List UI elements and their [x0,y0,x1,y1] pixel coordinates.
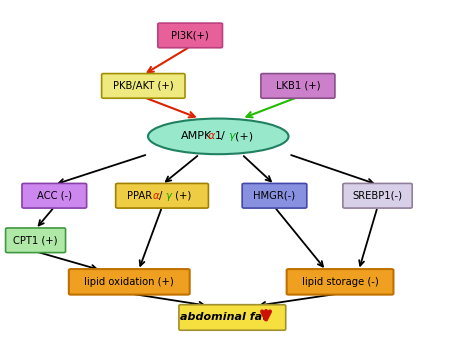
Text: (+): (+) [235,131,254,141]
FancyBboxPatch shape [261,74,335,98]
Text: PI3K(+): PI3K(+) [171,30,209,41]
Text: α: α [153,191,159,201]
Text: HMGR(-): HMGR(-) [254,191,295,201]
Ellipse shape [148,119,289,154]
FancyBboxPatch shape [287,269,393,294]
Text: PKB/AKT (+): PKB/AKT (+) [113,81,173,91]
FancyBboxPatch shape [101,74,185,98]
Text: abdominal fat: abdominal fat [180,312,268,322]
Text: /: / [159,191,162,201]
FancyBboxPatch shape [22,183,87,208]
Text: AMPK: AMPK [181,131,212,141]
FancyBboxPatch shape [179,305,286,330]
Text: lipid storage (-): lipid storage (-) [301,277,378,287]
Text: γ: γ [228,131,235,141]
Text: (+): (+) [172,191,191,201]
Text: SREBP1(-): SREBP1(-) [353,191,402,201]
Text: lipid oxidation (+): lipid oxidation (+) [84,277,174,287]
Text: LKB1 (+): LKB1 (+) [276,81,320,91]
FancyBboxPatch shape [242,183,307,208]
FancyBboxPatch shape [69,269,190,294]
Text: α: α [208,131,216,141]
Text: ACC (-): ACC (-) [37,191,72,201]
FancyBboxPatch shape [158,23,222,48]
Text: γ: γ [165,191,171,201]
Text: CPT1 (+): CPT1 (+) [13,235,58,245]
FancyBboxPatch shape [343,183,412,208]
FancyBboxPatch shape [116,183,209,208]
FancyBboxPatch shape [6,228,65,252]
Text: PPAR: PPAR [127,191,153,201]
Text: 1/: 1/ [215,131,226,141]
